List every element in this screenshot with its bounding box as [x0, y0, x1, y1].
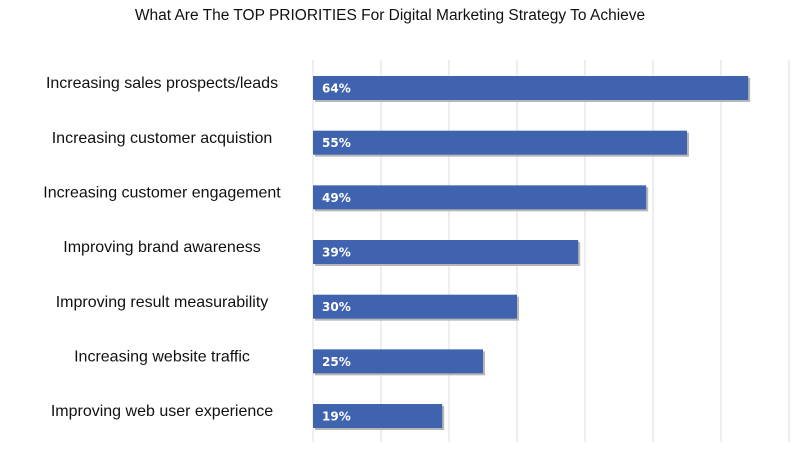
category-label: Improving web user experience: [51, 403, 273, 420]
category-label: Increasing customer acquistion: [52, 130, 273, 147]
category-label: Increasing sales prospects/leads: [46, 75, 278, 92]
category-label: Improving brand awareness: [63, 239, 260, 256]
bar-value-label: 55%: [322, 136, 351, 150]
bar-value-label: 25%: [322, 355, 351, 369]
bar: [313, 185, 647, 210]
bar: [313, 349, 483, 374]
chart-title: What Are The TOP PRIORITIES For Digital …: [134, 7, 646, 24]
bar: [313, 130, 687, 155]
bars: 64% 55% 49% 39% 30% 25% 19%: [313, 76, 751, 431]
category-label: Increasing website traffic: [74, 349, 250, 366]
bar-value-label: 49%: [322, 191, 351, 205]
bar-value-label: 39%: [322, 246, 351, 260]
bar-value-label: 30%: [322, 300, 351, 314]
bar-value-label: 64%: [322, 82, 351, 96]
category-label: Increasing customer engagement: [43, 185, 281, 202]
bar: [313, 240, 579, 265]
bar-value-label: 19%: [322, 410, 351, 424]
bar: [313, 294, 517, 319]
bar: [313, 404, 443, 429]
bar: [313, 76, 749, 100]
category-label: Improving result measurability: [56, 294, 269, 311]
